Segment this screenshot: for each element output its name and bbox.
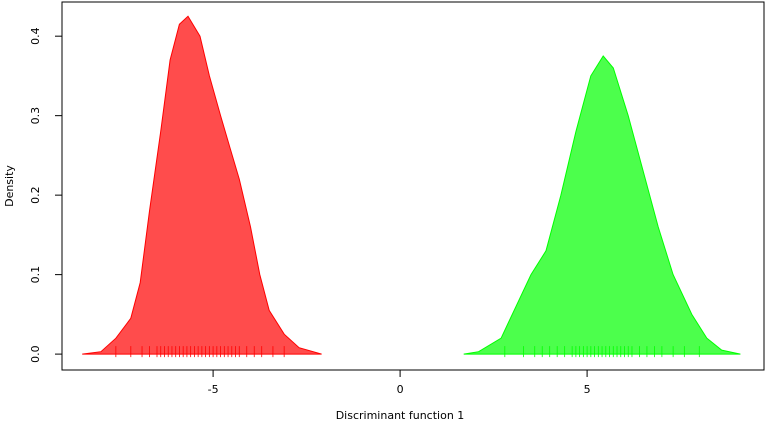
plot-box bbox=[61, 1, 765, 371]
x-axis-label: Discriminant function 1 bbox=[336, 409, 465, 422]
y-tick-label: 0.2 bbox=[29, 186, 42, 204]
y-tick-label: 0.0 bbox=[29, 345, 42, 363]
x-tick-label: 5 bbox=[584, 383, 591, 396]
x-tick-label: 0 bbox=[397, 383, 404, 396]
density-area bbox=[82, 15, 322, 355]
y-tick-label: 0.4 bbox=[29, 27, 42, 45]
density-area bbox=[463, 55, 741, 355]
y-axis-label: Density bbox=[3, 165, 16, 207]
x-tick-label: -5 bbox=[208, 383, 219, 396]
y-tick-label: 0.1 bbox=[29, 266, 42, 284]
y-tick-label: 0.3 bbox=[29, 107, 42, 125]
